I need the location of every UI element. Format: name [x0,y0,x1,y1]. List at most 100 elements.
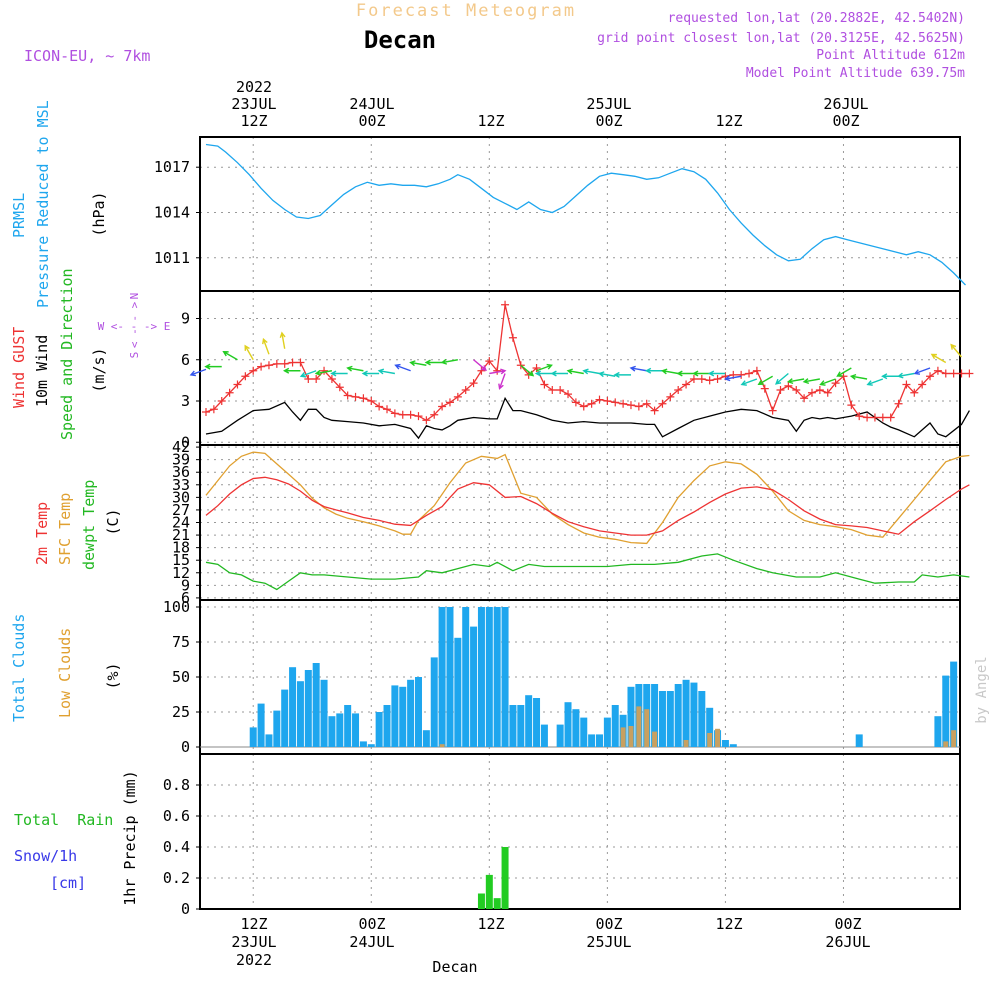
bottom-axis-date-3: 25JUL [586,933,631,951]
total-cloud-bar [682,679,690,747]
gust-marker [296,358,305,367]
bottom-axis-hour-4: 12Z [715,915,742,933]
gust-marker [910,388,919,397]
total-cloud-bar [391,685,399,747]
gust-marker [870,413,879,422]
gust-marker [886,413,895,422]
gust-marker [209,405,218,414]
wind-arrow [802,378,820,385]
total-cloud-bar [509,705,517,747]
gust-marker [477,366,486,375]
gust-marker [784,381,793,390]
gust-marker [595,395,604,404]
wind-arrow [520,364,535,377]
gust-marker [689,375,698,383]
total-cloud-bar [375,712,383,747]
wind-arrow [613,371,631,378]
panel-0: 1011 1014 1017 [154,136,961,292]
gust-marker [713,375,722,383]
gust-marker [752,366,761,375]
sfc-temp-line [205,451,970,545]
gust-marker [375,402,384,411]
y-tick-label: 75 [172,633,190,651]
wind-arrow [849,373,868,380]
y-tick-label: 18 [172,539,190,557]
gust-marker [682,380,691,389]
gust-marker [666,392,675,401]
gust-marker [257,362,266,371]
total-cloud-bar [304,670,312,747]
gust-marker [878,413,887,422]
total-cloud-bar [273,710,281,747]
wind-arrow [676,370,694,377]
gust-marker [327,375,336,383]
bottom-axis-hour-1: 00Z [358,915,385,933]
gust-marker [831,379,840,388]
gust-marker [359,394,368,403]
total-cloud-bar [564,702,572,747]
panel-4: 0 0.2 0.4 0.6 0.8 [163,753,961,918]
header-location-name: Decan [364,26,436,54]
y-tick-label: 6 [181,589,190,607]
gust-marker [642,399,651,408]
gust-marker [634,402,643,411]
low-cloud-bar [636,706,642,747]
top-axis-date-0: 23JUL [231,95,276,113]
y-tick-label: 9 [181,310,190,328]
gust-marker [233,380,242,389]
y-tick-label: 24 [172,514,190,532]
panel-1: 0 3 6 9 [181,290,961,451]
rain-bar [493,898,501,909]
wind-arrow [707,370,726,377]
gust-marker [902,380,911,389]
wind-gust-line [205,304,970,422]
gust-marker [603,397,612,405]
total-cloud-bar [470,626,478,747]
gust-marker [658,399,667,408]
gust-marker [249,366,258,375]
total-cloud-bar [462,607,470,747]
gust-marker [815,386,824,394]
temp-2m-label: 2m Temp [33,502,51,565]
total-cloud-bar [572,709,580,747]
low-cloud-bar [707,733,713,747]
total-cloud-bar [438,607,446,747]
header-model-name: ICON-EU, ~ 7km [24,47,150,65]
header-point-altitude: Point Altitude 612m [816,48,965,63]
total-cloud-bar [422,730,430,747]
top-axis-hour-3: 00Z [595,112,622,130]
total-cloud-bar [281,689,289,747]
top-axis-hour-4: 12Z [715,112,742,130]
y-tick-label: 33 [172,476,190,494]
header-model-altitude: Model Point Altitude 639.75m [746,66,965,81]
prmsl-desc-label: Pressure Reduced to MSL [34,100,52,308]
gust-marker [745,369,754,378]
gust-marker [312,375,321,383]
bottom-axis-date-5: 26JUL [825,933,870,951]
wind-arrow [582,368,600,375]
gust-marker [461,386,470,394]
wind-arrow [566,368,584,375]
total-cloud-bar [446,607,454,747]
gust-marker [469,379,478,388]
gust-marker [493,366,502,375]
gust-marker [674,386,683,394]
gust-marker [351,392,360,401]
gust-marker [571,398,580,407]
total-cloud-bar [658,691,666,747]
total-cloud-bar [934,716,942,747]
total-cloud-bar [674,684,682,747]
y-tick-label: 1014 [154,203,190,221]
gust-marker [414,412,423,421]
total-cloud-bar [344,705,352,747]
y-tick-label: 1011 [154,249,190,267]
wind-arrow [723,375,742,382]
top-time-axis: 2022 23JUL 12Z 24JUL 00Z 12Z 25JUL 00Z 1… [231,78,868,130]
panel-frame [199,136,961,292]
gust-marker [422,416,431,425]
top-axis-hour-5: 00Z [832,112,859,130]
gust-marker [941,369,950,378]
wind-arrow [536,363,553,372]
wind-arrow [930,353,947,364]
gust-marker [430,410,439,419]
